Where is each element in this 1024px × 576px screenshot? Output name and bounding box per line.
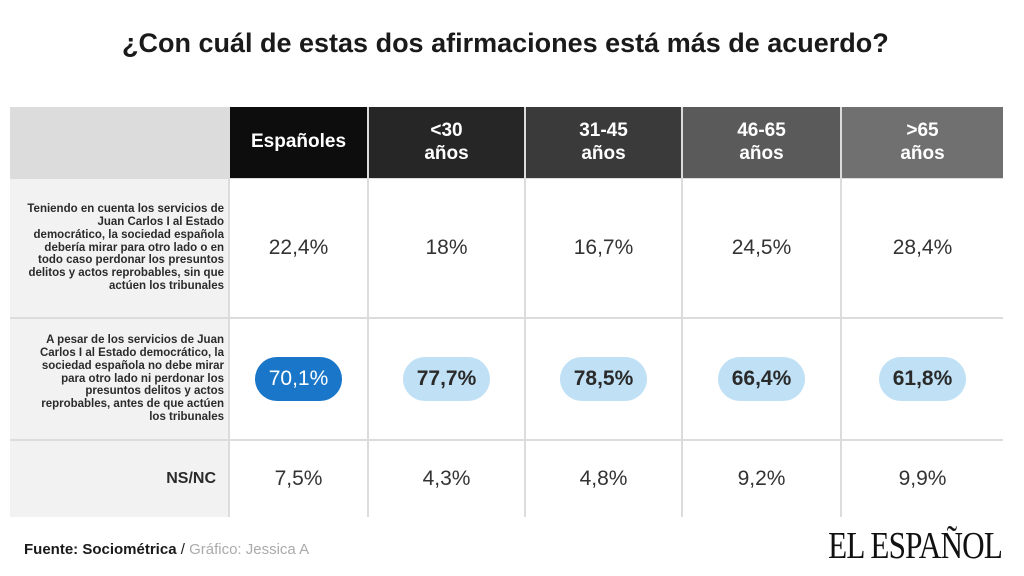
value-pill: 66,4% [717, 357, 806, 401]
value-label: 4,3% [422, 467, 471, 490]
row-label-nsnc: NS/NC [10, 441, 228, 517]
row-label-no-perdonar: A pesar de los servicios de Juan Carlos … [10, 319, 228, 439]
value-label: 18% [425, 236, 468, 259]
header-under-30: <30 años [369, 107, 524, 178]
header-espanoles: Españoles [230, 107, 367, 178]
value-pill: 61,8% [878, 357, 967, 401]
value-cell: 9,9% [842, 441, 1003, 517]
el-espanol-logo: EL ESPAÑOL [828, 525, 1003, 567]
row-label-perdonar: Teniendo en cuenta los servicios de Juan… [10, 179, 228, 317]
results-table: Españoles <30 años 31-45 años 46-65 años… [10, 107, 1003, 517]
footer-separator: / [176, 541, 190, 558]
value-cell: 24,5% [683, 179, 840, 317]
value-label: 9,9% [898, 467, 947, 490]
header-46-65: 46-65 años [683, 107, 840, 178]
value-label: 24,5% [731, 236, 792, 259]
value-cell: 16,7% [526, 179, 681, 317]
value-pill: 77,7% [402, 357, 491, 401]
value-cell: 4,3% [369, 441, 524, 517]
value-cell: 77,7% [369, 319, 524, 439]
source-label: Fuente: Sociométrica [24, 541, 177, 558]
value-cell: 70,1% [230, 319, 367, 439]
value-label: 28,4% [892, 236, 953, 259]
chart-title: ¿Con cuál de estas dos afirmaciones está… [122, 28, 889, 58]
header-over-65: >65 años [842, 107, 1003, 178]
value-label: 16,7% [573, 236, 634, 259]
value-label: 22,4% [268, 236, 329, 259]
value-cell: 66,4% [683, 319, 840, 439]
value-label: 4,8% [579, 467, 628, 490]
value-label: 7,5% [274, 467, 323, 490]
value-cell: 7,5% [230, 441, 367, 517]
graphic-credit: Gráfico: Jessica A [189, 541, 310, 558]
value-cell: 22,4% [230, 179, 367, 317]
value-cell: 78,5% [526, 319, 681, 439]
value-cell: 9,2% [683, 441, 840, 517]
value-cell: 61,8% [842, 319, 1003, 439]
value-label: 9,2% [737, 467, 786, 490]
source-footer: Fuente: Sociométrica / Gráfico: Jessica … [24, 541, 309, 558]
value-pill-highlight: 70,1% [254, 357, 343, 401]
value-pill: 78,5% [559, 357, 648, 401]
value-cell: 18% [369, 179, 524, 317]
value-cell: 4,8% [526, 441, 681, 517]
header-31-45: 31-45 años [526, 107, 681, 178]
value-cell: 28,4% [842, 179, 1003, 317]
